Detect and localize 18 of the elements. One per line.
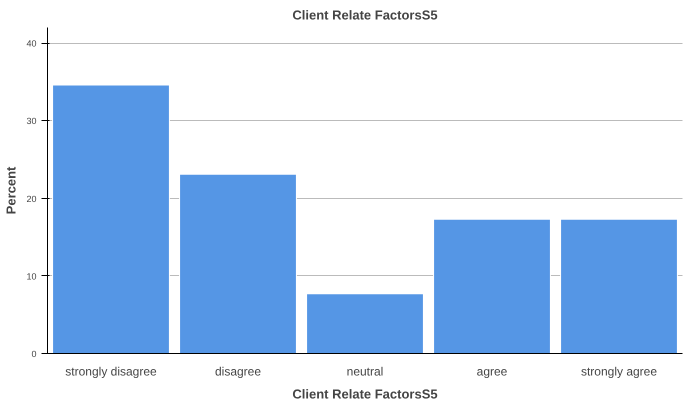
y-tick-label: 10 [26, 271, 37, 282]
x-tick-label: agree [476, 364, 508, 378]
y-tick-label: 20 [26, 194, 37, 204]
x-tick-label: strongly agree [580, 364, 658, 378]
bar [179, 174, 297, 354]
bar [52, 84, 170, 354]
x-tick-label: disagree [214, 364, 262, 378]
x-tick-label: strongly disagree [65, 364, 158, 378]
y-tick-label: 30 [26, 116, 37, 126]
y-tick-label: 40 [26, 38, 37, 49]
bar [433, 218, 551, 354]
bar [560, 218, 678, 354]
x-axis-title: Client Relate FactorsS5 [292, 386, 438, 402]
y-tick-label: 0 [31, 349, 37, 359]
y-axis-title: Percent [3, 166, 18, 214]
chart-title: Client Relate FactorsS5 [292, 8, 438, 22]
x-tick-label: neutral [346, 364, 384, 378]
bar [306, 293, 424, 354]
